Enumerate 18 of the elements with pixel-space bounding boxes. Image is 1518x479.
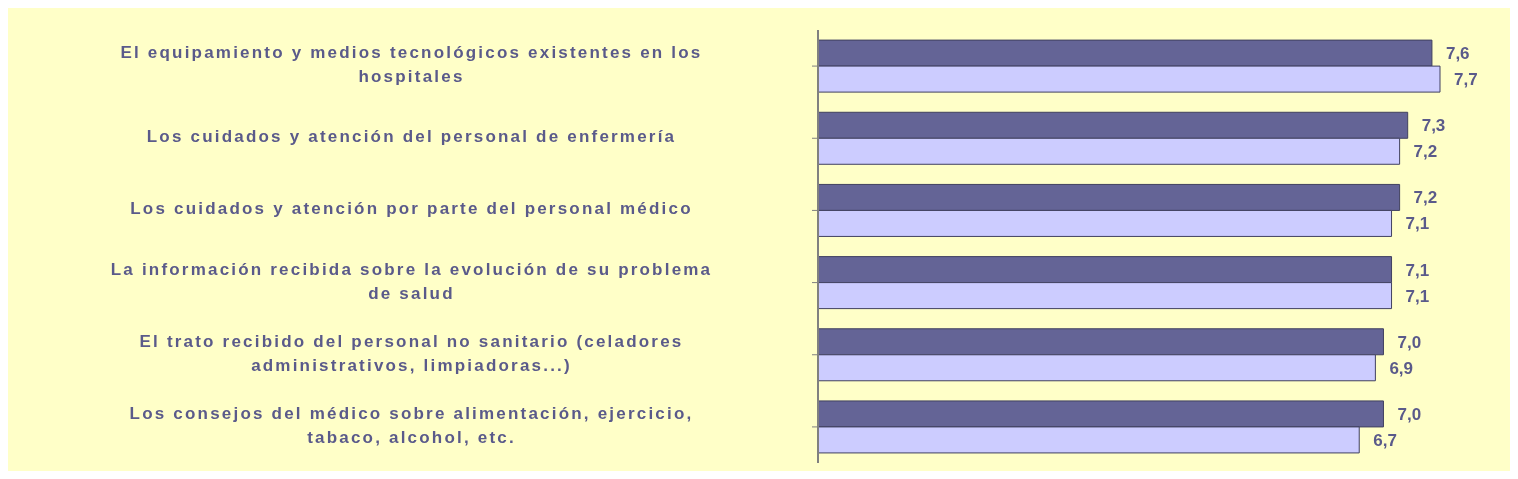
y-tick-label: El equipamiento y medios tecnológicos existentes en los hospitales <box>120 43 703 87</box>
data-label: 6,7 <box>1373 430 1397 450</box>
data-label: 7,1 <box>1405 214 1430 234</box>
y-tick-label: Los consejos del médico sobre alimentación, ejercicio, tabaco, alcohol, etc. <box>129 404 694 448</box>
data-label: 7,3 <box>1421 116 1446 136</box>
y-tick-label: La información recibida sobre la evolución de su problema de salud <box>110 260 713 304</box>
data-label: 7,2 <box>1413 142 1438 162</box>
data-label: 7,1 <box>1405 260 1430 280</box>
y-tick-label: Los cuidados y atención por parte del personal médico <box>130 199 693 219</box>
data-label: 7,6 <box>1445 44 1470 64</box>
y-tick-label: Los cuidados y atención del personal de enfermería <box>146 127 677 147</box>
data-label: 7,1 <box>1405 286 1430 306</box>
data-label: 7,7 <box>1454 70 1478 90</box>
data-label: 6,9 <box>1389 358 1414 378</box>
data-label: 7,2 <box>1413 188 1438 208</box>
data-label: 7,0 <box>1397 332 1422 352</box>
data-label: 7,0 <box>1397 404 1422 424</box>
y-tick-label: El trato recibido del personal no sanitario (celadores administrativos, limpiadoras...) <box>139 332 684 376</box>
